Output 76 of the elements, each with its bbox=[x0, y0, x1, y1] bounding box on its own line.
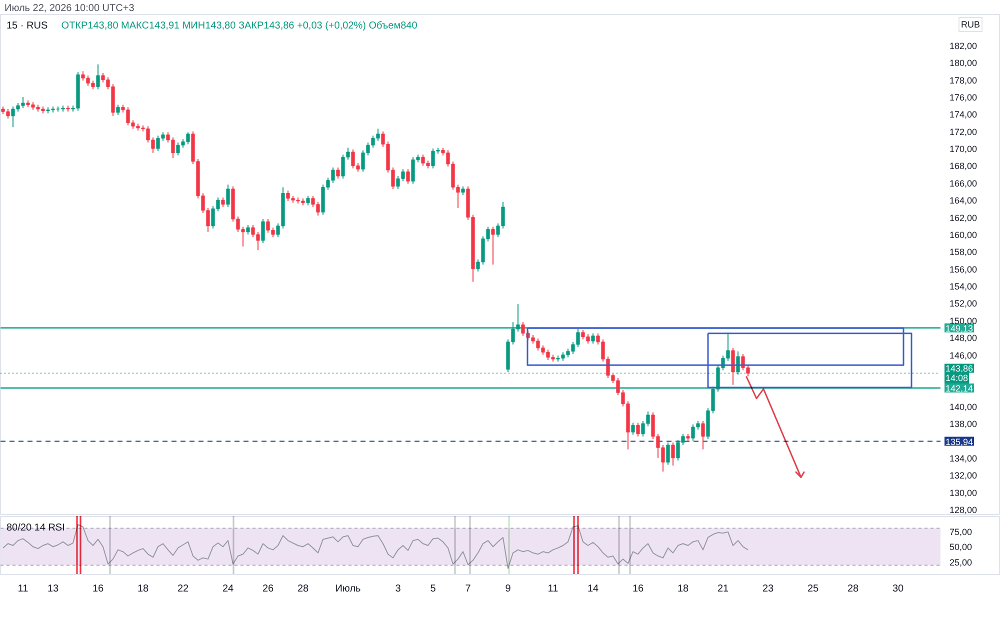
text: Июль 22, 2026 10:00 UTC+3 bbox=[4, 3, 135, 14]
y-tick-label: 152,00 bbox=[950, 298, 978, 309]
y-tick-label: 182,00 bbox=[950, 40, 978, 51]
y-tick-label: 148,00 bbox=[950, 333, 978, 344]
candlestick bbox=[246, 224, 250, 235]
y-tick-label: 134,00 bbox=[950, 453, 978, 464]
ref-line-label: 135,94 bbox=[946, 436, 974, 447]
y-tick-label: 25,00 bbox=[950, 558, 972, 568]
y-tick-label: 178,00 bbox=[950, 75, 978, 86]
candlestick bbox=[96, 64, 100, 90]
x-tick-label: Июль bbox=[335, 584, 361, 594]
x-tick-label: 22 bbox=[177, 584, 189, 594]
x-tick-label: 23 bbox=[762, 584, 774, 594]
y-tick-label: 128,00 bbox=[950, 504, 978, 515]
y-tick-label: 140,00 bbox=[950, 402, 978, 412]
y-tick-label: 50,00 bbox=[950, 542, 972, 552]
candlestick bbox=[636, 422, 640, 437]
candlestick bbox=[226, 184, 230, 208]
y-tick-label: 180,00 bbox=[950, 58, 978, 68]
x-tick-label: 24 bbox=[222, 584, 234, 594]
x-tick-label: 3 bbox=[395, 584, 402, 594]
y-tick-label: 156,00 bbox=[950, 264, 978, 274]
x-tick-label: 25 bbox=[807, 584, 819, 594]
y-tick-label: 130,00 bbox=[950, 488, 978, 498]
x-tick-label: 28 bbox=[847, 584, 859, 594]
x-tick-label: 28 bbox=[297, 584, 309, 594]
text: ОТКР143,80 МАКС143,91 МИН143,80 ЗАКР143,86 +0,03 (+0,02%) Объем840 bbox=[61, 20, 418, 32]
x-tick-label: 16 bbox=[92, 584, 104, 594]
x-tick-label: 7 bbox=[465, 584, 472, 594]
y-tick-label: 138,00 bbox=[950, 419, 978, 430]
candlestick bbox=[671, 442, 675, 466]
y-tick-label: 146,00 bbox=[950, 350, 978, 360]
y-tick-label: 158,00 bbox=[950, 247, 978, 258]
candlestick bbox=[306, 195, 310, 206]
y-tick-label: 162,00 bbox=[950, 212, 978, 223]
y-tick-label: 170,00 bbox=[950, 144, 978, 154]
y-tick-label: 164,00 bbox=[950, 196, 978, 206]
candlestick bbox=[491, 226, 495, 266]
candlestick bbox=[731, 347, 735, 386]
x-tick-label: 11 bbox=[548, 584, 559, 594]
text: 80/20 14 RSI bbox=[6, 522, 65, 534]
candlestick bbox=[591, 332, 595, 344]
x-tick-label: 14 bbox=[587, 584, 599, 594]
ref-line-label: 143,86 14:08 bbox=[946, 364, 974, 384]
ref-line-label: 142,14 bbox=[946, 383, 974, 394]
y-tick-label: 172,00 bbox=[950, 126, 978, 137]
x-tick-label: 16 bbox=[632, 584, 644, 594]
x-tick-label: 9 bbox=[505, 584, 512, 594]
y-tick-label: 150,00 bbox=[950, 316, 978, 326]
x-tick-label: 18 bbox=[137, 584, 149, 594]
y-tick-label: 160,00 bbox=[950, 230, 978, 240]
y-tick-label: 154,00 bbox=[950, 282, 978, 292]
text: 15 · RUS bbox=[6, 20, 48, 32]
y-tick-label: 166,00 bbox=[950, 178, 978, 188]
candlestick bbox=[221, 197, 225, 208]
y-tick-label: 176,00 bbox=[950, 92, 978, 102]
y-tick-label: 168,00 bbox=[950, 161, 978, 172]
y-tick-label: 174,00 bbox=[950, 110, 978, 120]
x-tick-label: 13 bbox=[47, 584, 59, 594]
candlestick bbox=[261, 218, 265, 244]
candlestick bbox=[631, 422, 635, 436]
x-tick-label: 26 bbox=[262, 584, 274, 594]
candlestick bbox=[116, 104, 120, 116]
x-tick-label: 21 bbox=[717, 584, 729, 594]
line-series bbox=[2, 524, 748, 569]
candlestick bbox=[406, 168, 410, 184]
y-tick-label: 132,00 bbox=[950, 470, 978, 481]
candlestick bbox=[336, 166, 340, 180]
candlestick bbox=[701, 420, 705, 450]
candlestick bbox=[666, 442, 670, 466]
y-tick-label: 75,00 bbox=[950, 526, 972, 537]
x-tick-label: 18 bbox=[677, 584, 689, 594]
x-tick-label: 30 bbox=[892, 584, 904, 594]
x-tick-label: 5 bbox=[430, 584, 436, 594]
y-axis-title: RUB bbox=[961, 20, 980, 30]
x-tick-label: 11 bbox=[18, 584, 29, 594]
